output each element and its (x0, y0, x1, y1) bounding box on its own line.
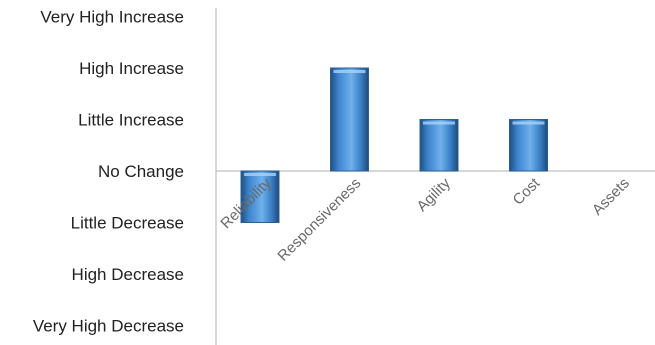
y-tick-label: Little Increase (78, 111, 184, 130)
y-tick-label: High Decrease (72, 265, 184, 284)
bar-cost (509, 119, 548, 172)
bar-highlight (244, 173, 276, 176)
x-tick-label: Agility (414, 174, 455, 215)
bar-agility (419, 119, 459, 172)
x-tick-label: Responsiveness (274, 175, 364, 265)
y-tick-label: High Increase (79, 59, 184, 78)
bar-highlight (512, 121, 545, 125)
bar-highlight (333, 70, 366, 73)
y-tick-label: No Change (98, 162, 184, 181)
x-tick-label: Cost (509, 174, 543, 208)
bar-reliability (240, 170, 280, 223)
y-tick-label: Little Decrease (71, 214, 184, 233)
y-tick-label: Very High Decrease (33, 317, 184, 336)
bar-highlight (423, 121, 455, 125)
x-tick-label: Assets (589, 175, 633, 219)
y-tick-label: Very High Increase (40, 8, 184, 27)
bar-responsiveness (330, 67, 369, 172)
